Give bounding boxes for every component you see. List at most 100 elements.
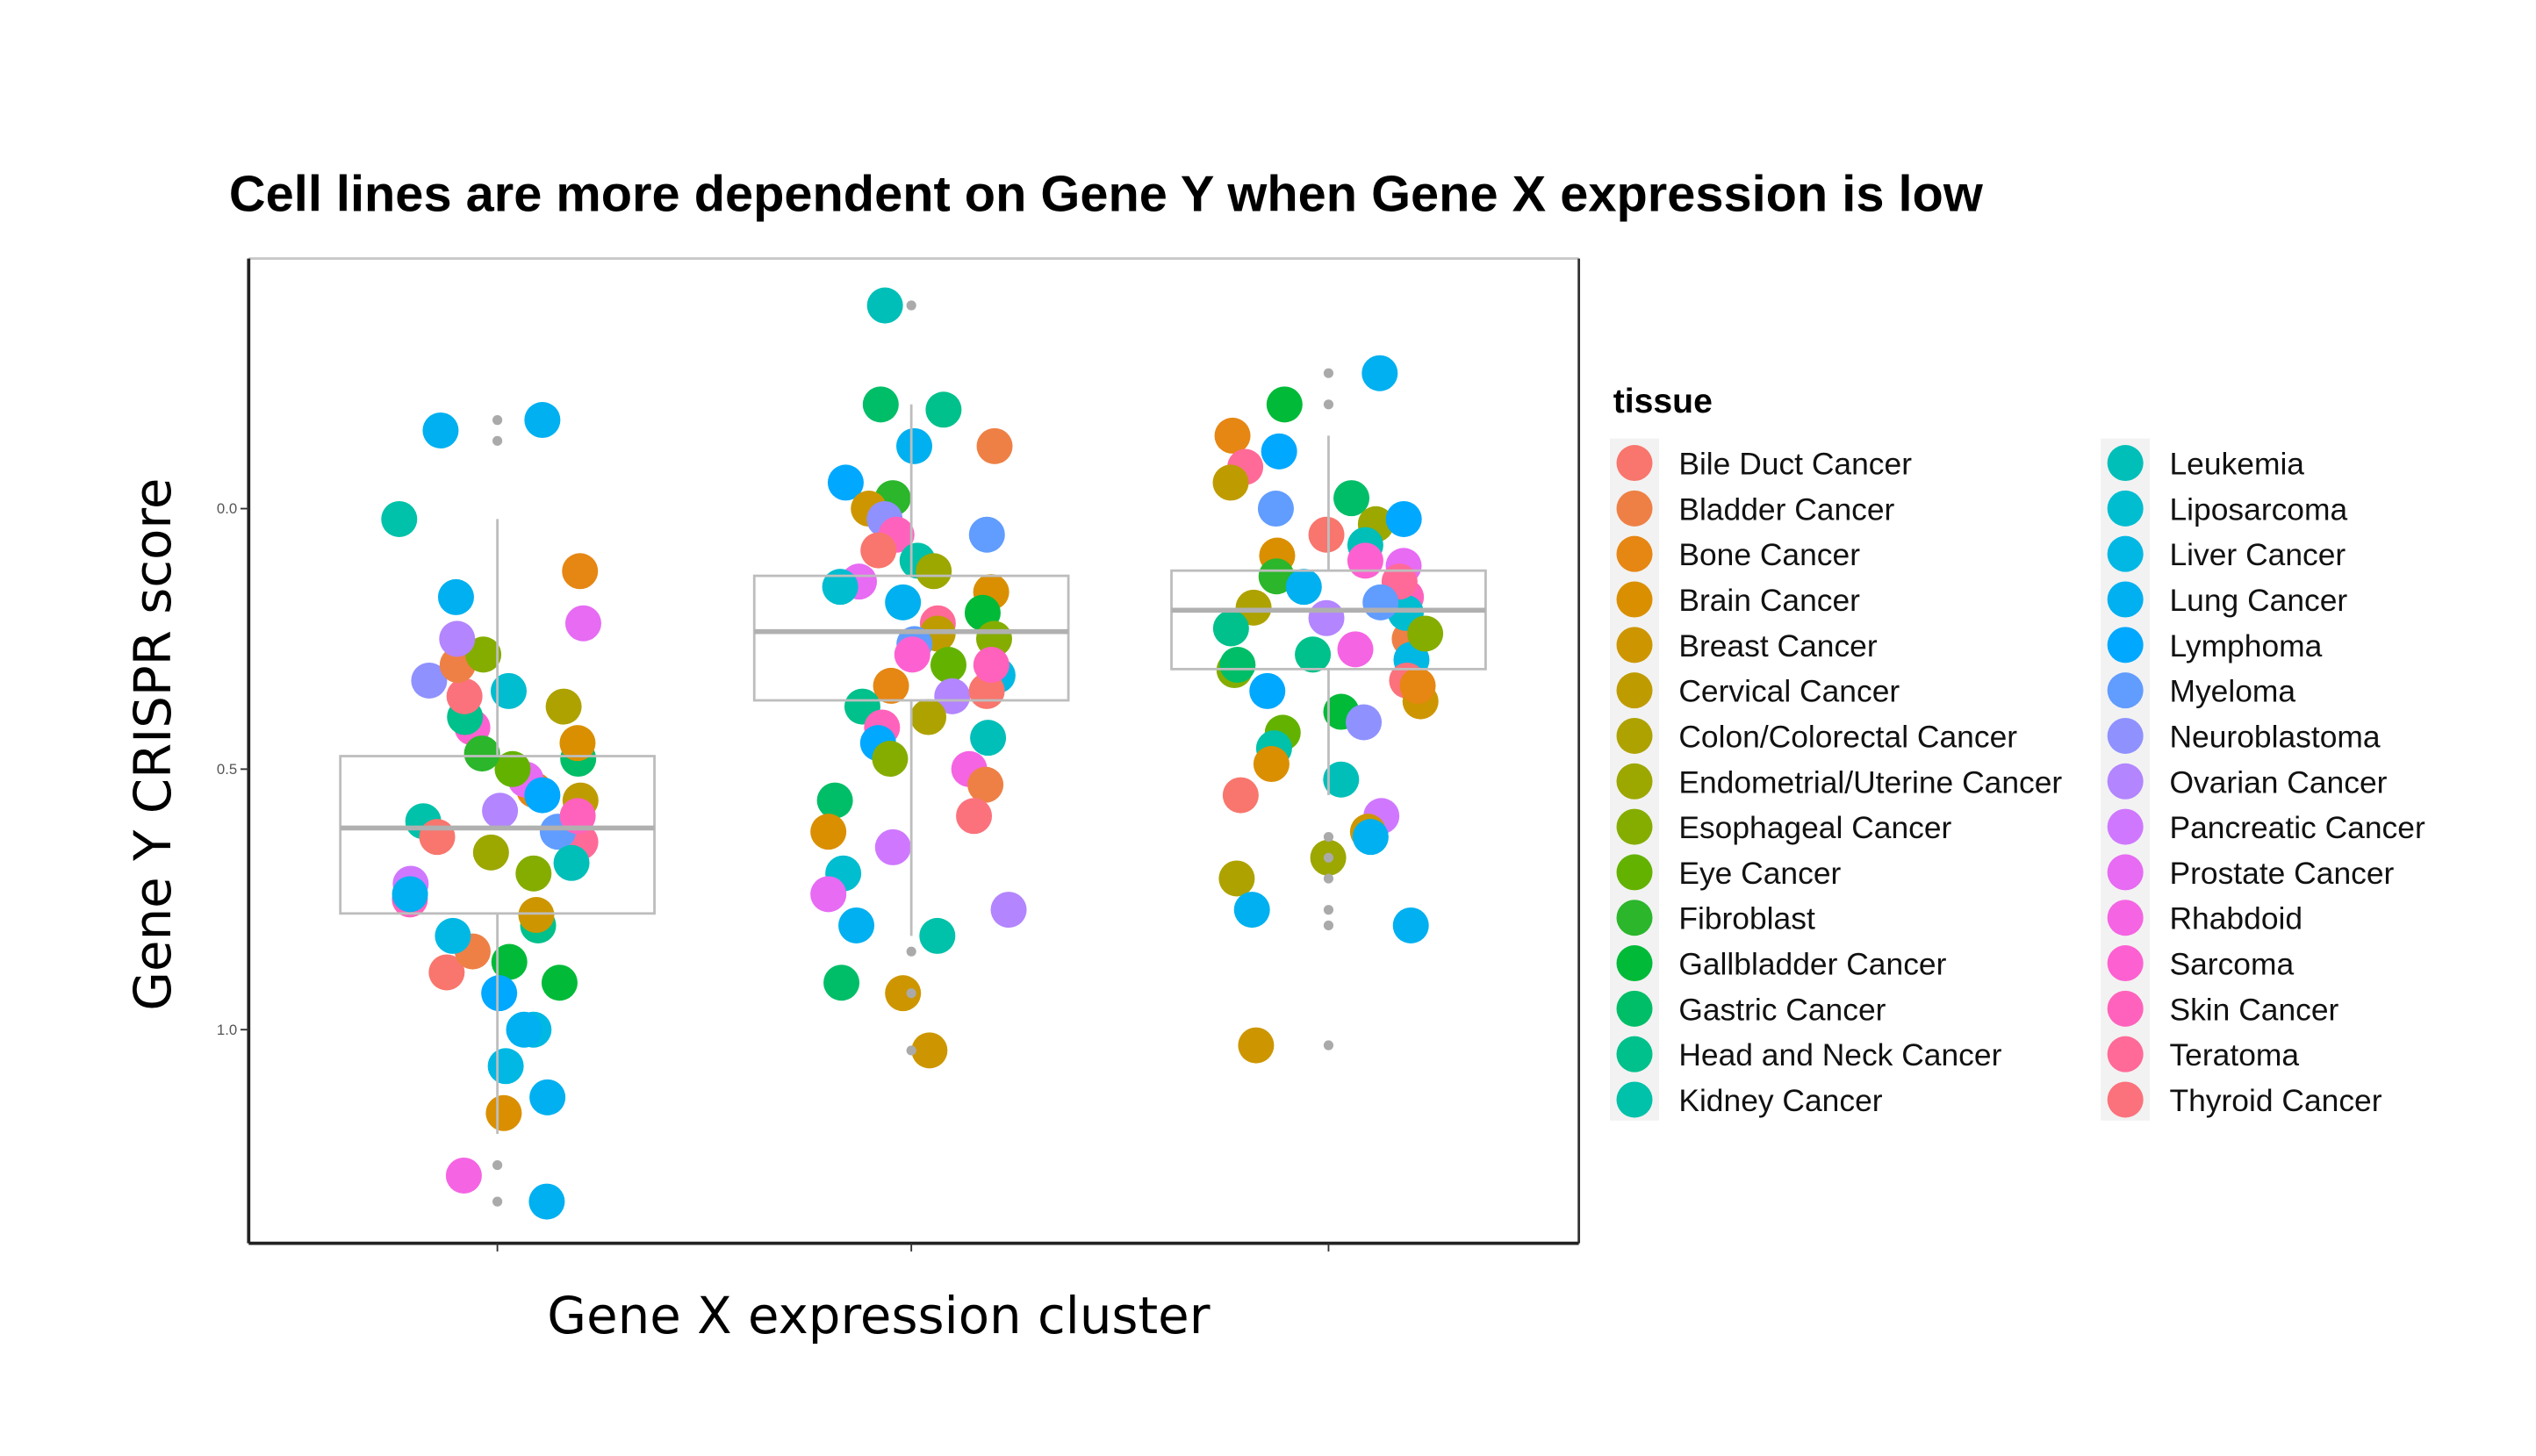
legend-entry: Cervical Cancer	[1616, 672, 1900, 709]
legend-label: Kidney Cancer	[1678, 1083, 1882, 1118]
data-point	[1352, 819, 1389, 856]
legend-label: Eye Cancer	[1678, 856, 1841, 891]
legend-label: Pancreatic Cancer	[2169, 810, 2425, 845]
data-point	[885, 584, 922, 620]
legend-entry: Leukemia	[2107, 445, 2304, 482]
outlier-point	[1323, 905, 1334, 915]
legend-entry: Ovarian Cancer	[2107, 763, 2388, 800]
y-ticks: 0.0 0.5 1.0	[217, 500, 249, 1038]
legend-key-icon	[1616, 854, 1653, 891]
data-point	[1337, 631, 1374, 668]
legend-key-icon	[2107, 445, 2144, 482]
data-point	[559, 798, 596, 835]
legend-entry: Teratoma	[2107, 1036, 2299, 1072]
legend-entry: Brain Cancer	[1616, 581, 1860, 618]
data-point	[446, 678, 483, 714]
legend-label: Head and Neck Cancer	[1678, 1037, 2001, 1072]
legend-label: Bladder Cancer	[1678, 491, 1894, 527]
data-point	[1392, 907, 1429, 943]
legend-key-icon	[1616, 808, 1653, 845]
legend-key-icon	[1616, 535, 1653, 572]
outlier-point	[1323, 831, 1334, 843]
data-point	[381, 500, 418, 537]
legend-label: Liposarcoma	[2169, 491, 2347, 527]
data-point	[515, 855, 552, 892]
legend-entry: Skin Cancer	[2107, 990, 2339, 1027]
data-point	[1407, 615, 1444, 652]
data-point	[916, 553, 952, 590]
data-point	[990, 892, 1027, 929]
data-point	[838, 907, 875, 943]
legend-entry: Kidney Cancer	[1616, 1081, 1883, 1118]
data-point	[874, 828, 911, 865]
data-point	[1258, 558, 1295, 595]
data-point	[911, 1032, 948, 1069]
data-point	[524, 402, 561, 439]
legend-label: Ovarian Cancer	[2169, 764, 2387, 800]
legend-label: Esophageal Cancer	[1678, 810, 1951, 845]
data-point	[518, 897, 555, 934]
legend-entry: Lymphoma	[2107, 627, 2323, 663]
box	[752, 574, 1070, 702]
data-point	[541, 965, 578, 1001]
legend-key-icon	[2107, 1036, 2144, 1072]
chart-title: Cell lines are more dependent on Gene Y …	[229, 167, 1984, 223]
legend-label: Fibroblast	[1678, 901, 1815, 936]
data-point	[1399, 667, 1436, 704]
legend-label: Breast Cancer	[1678, 628, 1878, 663]
data-point	[445, 1157, 482, 1194]
data-point	[481, 975, 518, 1012]
data-point	[485, 1094, 522, 1131]
data-point	[1346, 704, 1383, 741]
data-point	[1218, 860, 1255, 897]
data-point	[506, 1011, 542, 1048]
outlier-point	[492, 1159, 503, 1171]
legend-key-icon	[1616, 627, 1653, 663]
legend-key-icon	[2107, 808, 2144, 845]
outlier-point	[906, 300, 916, 311]
data-point	[885, 975, 922, 1012]
y-axis-label: Gene Y CRISPR score	[123, 478, 183, 1011]
data-point	[1308, 599, 1345, 636]
box	[339, 755, 656, 915]
legend-label: Liver Cancer	[2169, 537, 2346, 572]
data-point	[392, 876, 428, 913]
legend-key-icon	[2107, 990, 2144, 1027]
legend-label: Rhabdoid	[2169, 901, 2303, 936]
legend-key-icon	[1616, 1036, 1653, 1072]
outlier-point	[1323, 1040, 1334, 1051]
outlier-point	[492, 1196, 503, 1207]
x-axis-label: Gene X expression cluster	[547, 1286, 1210, 1345]
data-point	[564, 605, 601, 642]
legend-key-icon	[1616, 763, 1653, 800]
data-point	[968, 516, 1005, 553]
legend-entry: Neuroblastoma	[2107, 717, 2381, 754]
data-point	[973, 647, 1009, 684]
legend-label: Neuroblastoma	[2169, 719, 2380, 754]
legend-key-icon	[2107, 581, 2144, 618]
y-tick-label: 0.5	[217, 761, 237, 778]
plot-panel: 0.0 0.5 1.0	[217, 257, 1581, 1252]
legend-key-icon	[2107, 627, 2144, 663]
data-point	[553, 844, 590, 881]
box	[1170, 569, 1487, 671]
data-point	[428, 954, 465, 991]
data-point	[1266, 386, 1303, 423]
legend-label: Thyroid Cancer	[2169, 1083, 2382, 1118]
boxplot-cluster-2	[752, 300, 1070, 1056]
outlier-point	[1323, 920, 1334, 931]
legend-label: Prostate Cancer	[2169, 856, 2394, 891]
data-point	[1253, 746, 1290, 783]
data-point	[896, 427, 933, 464]
legend-entry: Lung Cancer	[2107, 581, 2347, 618]
data-point	[528, 1183, 565, 1220]
outlier-point	[906, 946, 916, 957]
data-point	[894, 636, 930, 673]
y-tick-label: 1.0	[217, 1022, 237, 1038]
data-point	[967, 766, 1004, 803]
data-point	[562, 553, 599, 590]
data-point	[545, 688, 582, 725]
data-point	[1385, 500, 1422, 537]
legend-key-icon	[1616, 490, 1653, 527]
